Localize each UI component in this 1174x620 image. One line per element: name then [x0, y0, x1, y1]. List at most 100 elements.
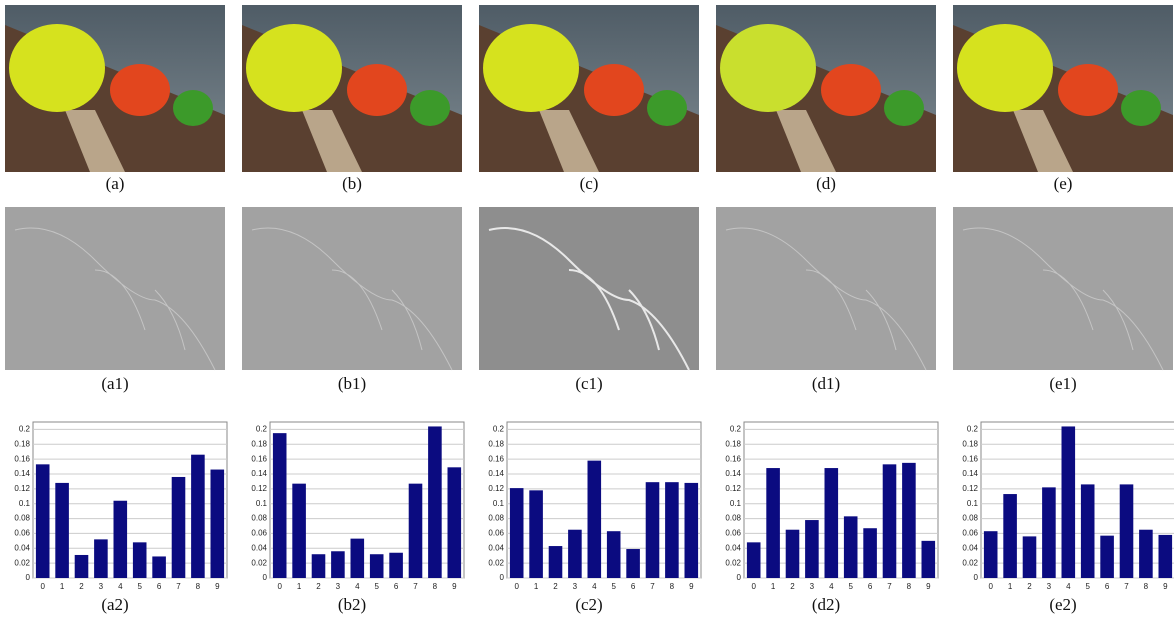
- edge-background: [716, 207, 936, 370]
- bar: [1081, 484, 1095, 578]
- hat-green: [173, 90, 213, 126]
- y-tick-label: 0.1: [730, 499, 742, 508]
- caption: (e1): [1049, 374, 1076, 393]
- caption: (e): [1054, 174, 1073, 193]
- bar: [549, 546, 563, 578]
- x-tick-label: 7: [1124, 582, 1129, 591]
- y-tick-label: 0.02: [251, 558, 267, 567]
- edge-background: [953, 207, 1173, 370]
- x-tick-label: 9: [689, 582, 694, 591]
- edge-map: [479, 207, 699, 370]
- x-tick-label: 1: [771, 582, 776, 591]
- y-tick-label: 0.06: [962, 529, 978, 538]
- caption: (c): [580, 174, 599, 193]
- y-tick-label: 0.04: [251, 543, 267, 552]
- x-tick-label: 0: [514, 582, 519, 591]
- x-tick-label: 1: [297, 582, 302, 591]
- edge-map: [716, 207, 936, 370]
- y-tick-label: 0.08: [488, 514, 504, 523]
- hat-green: [647, 90, 687, 126]
- y-tick-label: 0: [26, 573, 31, 582]
- bar: [94, 539, 108, 578]
- bar: [863, 528, 877, 578]
- hat-green: [1121, 90, 1161, 126]
- page: {"figure": {"image_captions": ["(a)", "(…: [0, 0, 1174, 620]
- y-tick-label: 0: [263, 573, 268, 582]
- bar: [273, 433, 287, 578]
- y-tick-label: 0.2: [256, 425, 268, 434]
- y-tick-label: 0.08: [14, 514, 30, 523]
- x-tick-label: 9: [926, 582, 931, 591]
- x-tick-label: 2: [1027, 582, 1032, 591]
- x-tick-label: 0: [277, 582, 282, 591]
- y-tick-label: 0.14: [488, 469, 504, 478]
- y-tick-label: 0.1: [19, 499, 31, 508]
- y-tick-label: 0.06: [14, 529, 30, 538]
- bar: [448, 467, 462, 578]
- bar: [766, 468, 780, 578]
- y-tick-label: 0.1: [256, 499, 268, 508]
- bar: [1100, 536, 1114, 578]
- x-tick-label: 7: [887, 582, 892, 591]
- y-tick-label: 0.12: [725, 484, 741, 493]
- x-tick-label: 2: [79, 582, 84, 591]
- x-tick-label: 1: [534, 582, 539, 591]
- photo: [242, 5, 462, 172]
- y-tick-label: 0.06: [725, 529, 741, 538]
- bar: [568, 530, 582, 578]
- bar: [1159, 535, 1173, 578]
- bar: [626, 549, 640, 578]
- bar: [370, 554, 384, 578]
- bar: [191, 455, 205, 578]
- y-tick-label: 0.02: [962, 558, 978, 567]
- bar: [607, 531, 621, 578]
- bar: [75, 555, 89, 578]
- x-tick-label: 3: [573, 582, 578, 591]
- y-tick-label: 0.16: [14, 454, 30, 463]
- x-tick-label: 1: [60, 582, 65, 591]
- x-tick-label: 4: [592, 582, 597, 591]
- hat-red: [347, 64, 407, 116]
- x-tick-label: 3: [1047, 582, 1052, 591]
- y-tick-label: 0.16: [725, 454, 741, 463]
- y-tick-label: 0.06: [251, 529, 267, 538]
- y-tick-label: 0.14: [14, 469, 30, 478]
- y-tick-label: 0.14: [251, 469, 267, 478]
- y-tick-label: 0.18: [14, 439, 30, 448]
- x-tick-label: 9: [215, 582, 220, 591]
- y-tick-label: 0.16: [962, 454, 978, 463]
- y-tick-label: 0.02: [725, 558, 741, 567]
- y-tick-label: 0: [500, 573, 505, 582]
- edge-background: [479, 207, 699, 370]
- bar: [529, 490, 543, 578]
- hat-red: [1058, 64, 1118, 116]
- edge-map: [953, 207, 1173, 370]
- x-tick-label: 0: [751, 582, 756, 591]
- y-tick-label: 0.2: [967, 425, 979, 434]
- hat-yellow: [9, 24, 105, 112]
- y-tick-label: 0.14: [962, 469, 978, 478]
- bar: [1139, 530, 1153, 578]
- x-tick-label: 5: [374, 582, 379, 591]
- x-tick-label: 6: [157, 582, 162, 591]
- y-tick-label: 0.12: [962, 484, 978, 493]
- y-tick-label: 0.18: [488, 439, 504, 448]
- edge-map: [242, 207, 462, 370]
- y-tick-label: 0.14: [725, 469, 741, 478]
- bar: [510, 488, 524, 578]
- y-tick-label: 0.18: [251, 439, 267, 448]
- caption: (b1): [338, 374, 366, 393]
- x-tick-label: 0: [988, 582, 993, 591]
- caption: (d1): [812, 374, 840, 393]
- hat-red: [821, 64, 881, 116]
- y-tick-label: 0.08: [962, 514, 978, 523]
- bar: [331, 551, 345, 578]
- y-tick-label: 0.1: [967, 499, 979, 508]
- y-tick-label: 0.2: [730, 425, 742, 434]
- x-tick-label: 6: [631, 582, 636, 591]
- y-tick-label: 0.18: [725, 439, 741, 448]
- bar: [825, 468, 839, 578]
- bar: [409, 484, 423, 578]
- bar: [172, 477, 186, 578]
- x-tick-label: 3: [99, 582, 104, 591]
